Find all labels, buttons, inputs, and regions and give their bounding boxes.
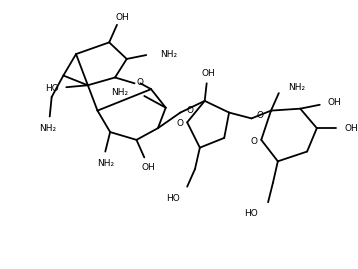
Text: O: O <box>250 137 257 146</box>
Text: O: O <box>256 111 263 120</box>
Text: HO: HO <box>166 194 180 203</box>
Text: NH₂: NH₂ <box>97 159 114 168</box>
Text: HO: HO <box>45 84 58 93</box>
Text: NH₂: NH₂ <box>160 49 177 59</box>
Text: OH: OH <box>328 98 341 107</box>
Text: OH: OH <box>344 124 358 133</box>
Text: OH: OH <box>116 13 130 22</box>
Text: OH: OH <box>141 163 155 172</box>
Text: NH₂: NH₂ <box>112 88 129 97</box>
Text: O: O <box>186 106 193 115</box>
Text: NH₂: NH₂ <box>289 83 306 92</box>
Text: OH: OH <box>202 69 216 78</box>
Text: NH₂: NH₂ <box>39 124 56 133</box>
Text: O: O <box>176 119 183 128</box>
Text: O: O <box>137 78 144 87</box>
Text: HO: HO <box>245 210 258 218</box>
